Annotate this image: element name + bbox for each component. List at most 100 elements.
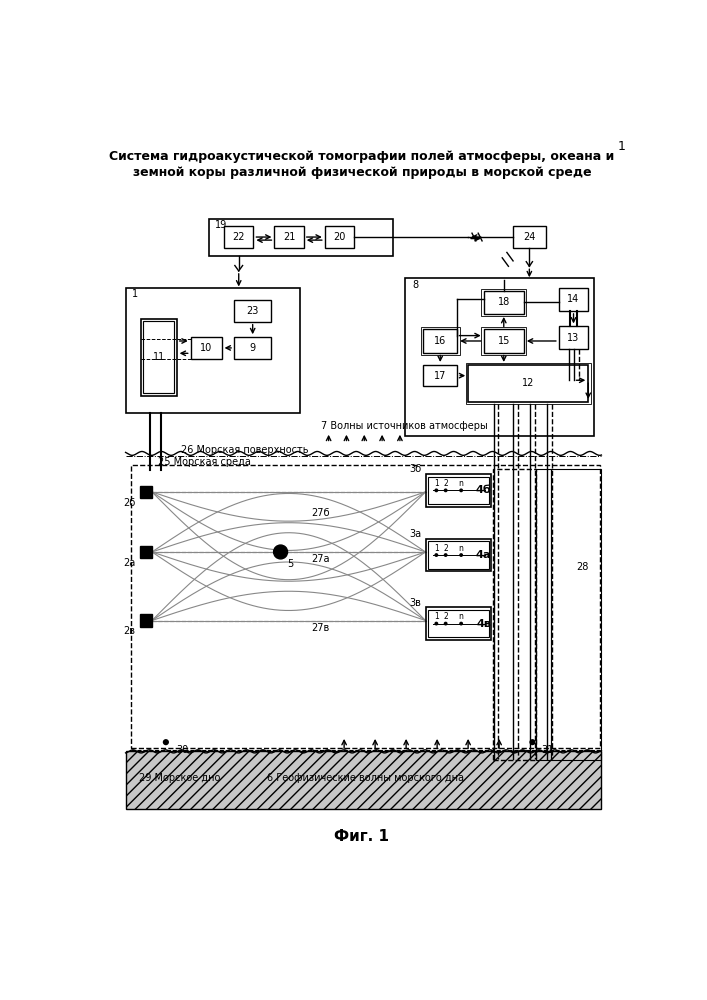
Text: 22: 22 — [233, 232, 245, 242]
Bar — [513, 226, 546, 248]
Text: 25 Морская среда: 25 Морская среда — [158, 457, 251, 467]
Bar — [325, 226, 354, 248]
Bar — [191, 337, 222, 359]
Text: Фиг. 1: Фиг. 1 — [334, 829, 390, 844]
Circle shape — [530, 739, 535, 745]
Bar — [481, 327, 526, 355]
Text: 12: 12 — [522, 378, 534, 388]
Text: 1: 1 — [434, 479, 439, 488]
Bar — [234, 337, 271, 359]
Bar — [466, 363, 590, 404]
Text: 18: 18 — [498, 297, 510, 307]
Text: 24: 24 — [523, 232, 535, 242]
Text: 13: 13 — [568, 333, 580, 343]
Text: 9: 9 — [250, 343, 256, 353]
Bar — [551, 469, 602, 760]
Text: 1: 1 — [434, 544, 439, 553]
Text: 4а: 4а — [476, 550, 491, 560]
Circle shape — [274, 545, 288, 559]
Bar — [423, 329, 457, 353]
Text: 19: 19 — [215, 220, 227, 230]
Text: 1: 1 — [618, 140, 626, 153]
Text: 26 Морская поверхность: 26 Морская поверхность — [182, 445, 309, 455]
Text: 5: 5 — [288, 559, 294, 569]
Text: 3в: 3в — [410, 598, 421, 608]
Circle shape — [460, 488, 463, 492]
Circle shape — [444, 622, 448, 626]
Text: 11: 11 — [153, 352, 165, 362]
Text: n: n — [459, 544, 464, 553]
Bar — [274, 226, 304, 248]
Text: 2: 2 — [443, 544, 448, 553]
Bar — [126, 751, 602, 809]
Text: 21: 21 — [283, 232, 296, 242]
Text: 28: 28 — [577, 562, 589, 572]
Text: 15: 15 — [498, 336, 510, 346]
Text: 31: 31 — [542, 745, 554, 755]
Text: 1: 1 — [434, 612, 439, 621]
Text: n: n — [459, 612, 464, 621]
Bar — [139, 614, 152, 627]
Text: n: n — [459, 479, 464, 488]
Text: Система гидроакустической томографии полей атмосферы, океана и: Система гидроакустической томографии пол… — [110, 150, 614, 163]
Bar — [404, 278, 595, 436]
Bar — [139, 486, 152, 498]
Bar — [468, 365, 588, 402]
Text: 3б: 3б — [409, 464, 421, 474]
Bar — [144, 321, 175, 393]
Bar — [428, 610, 489, 637]
Bar — [426, 539, 491, 571]
Circle shape — [444, 488, 448, 492]
Bar — [426, 474, 491, 507]
Bar — [559, 288, 588, 311]
Text: 2б: 2б — [123, 498, 136, 508]
Bar — [481, 289, 526, 316]
Bar — [131, 465, 600, 748]
Text: 7 Волны источников атмосферы: 7 Волны источников атмосферы — [321, 421, 488, 431]
Circle shape — [434, 488, 438, 492]
Text: 14: 14 — [568, 294, 580, 304]
Text: 3а: 3а — [409, 529, 421, 539]
Bar — [421, 327, 460, 355]
Text: 23: 23 — [247, 306, 259, 316]
Bar — [139, 546, 152, 558]
Text: 6 Геофизические волны морского дна: 6 Геофизические волны морского дна — [267, 773, 464, 783]
Bar — [428, 477, 489, 504]
Text: 16: 16 — [434, 336, 446, 346]
Text: 4б: 4б — [476, 485, 491, 495]
Bar — [484, 329, 524, 353]
Circle shape — [460, 622, 463, 626]
Text: 2: 2 — [443, 612, 448, 621]
Text: 8: 8 — [412, 280, 419, 290]
Bar — [141, 319, 177, 396]
Bar — [484, 291, 524, 314]
Bar — [224, 226, 253, 248]
Bar — [535, 469, 551, 760]
Circle shape — [434, 622, 438, 626]
Text: 4в: 4в — [477, 619, 491, 629]
Bar — [493, 469, 535, 760]
Text: 20: 20 — [333, 232, 346, 242]
Text: 1: 1 — [132, 289, 138, 299]
Text: 27б: 27б — [312, 508, 330, 518]
Bar — [426, 607, 491, 640]
Bar — [209, 219, 393, 256]
Bar — [423, 365, 457, 386]
Bar — [126, 288, 300, 413]
Text: 29 Морское дно: 29 Морское дно — [139, 773, 220, 783]
Circle shape — [434, 553, 438, 557]
Bar — [234, 300, 271, 322]
Text: 30: 30 — [176, 745, 188, 755]
Text: 10: 10 — [200, 343, 212, 353]
Bar — [428, 541, 489, 569]
Circle shape — [163, 739, 169, 745]
Circle shape — [444, 553, 448, 557]
Text: 2в: 2в — [124, 626, 136, 636]
Text: 2а: 2а — [124, 558, 136, 568]
Text: 17: 17 — [434, 371, 446, 381]
Text: 27в: 27в — [312, 623, 330, 633]
Text: земной коры различной физической природы в морской среде: земной коры различной физической природы… — [133, 166, 591, 179]
Text: 2: 2 — [443, 479, 448, 488]
Text: 27а: 27а — [312, 554, 330, 564]
Circle shape — [460, 553, 463, 557]
